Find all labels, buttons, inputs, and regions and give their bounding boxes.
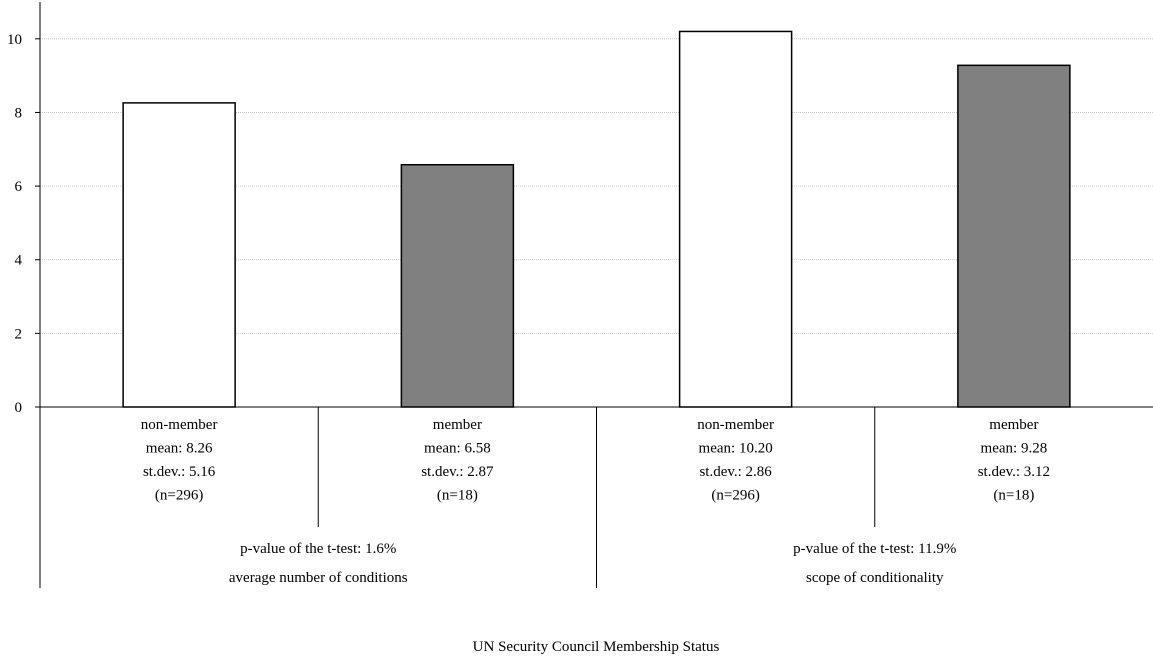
mean-label: mean: 9.28: [981, 441, 1048, 457]
bar-non-member: [122, 102, 236, 408]
y-tick-label: 0: [15, 400, 23, 416]
p-value-label: p-value of the t-test: 11.9%: [793, 541, 956, 557]
bar-member: [957, 64, 1071, 408]
category-label: non-member: [697, 417, 774, 433]
bars: [122, 30, 1071, 408]
group-label: average number of conditions: [229, 570, 408, 586]
x-axis-title: UN Security Council Membership Status: [473, 639, 720, 655]
y-tick-label: 2: [15, 326, 23, 342]
y-tick-label: 10: [7, 32, 22, 48]
y-tick-label: 8: [15, 105, 23, 121]
y-tick-label: 6: [15, 179, 23, 195]
group-label: scope of conditionality: [806, 570, 944, 586]
y-tick-label: 4: [15, 253, 23, 269]
axes: 0 2 4 6 8 10: [7, 2, 1153, 588]
n-label: (n=296): [711, 488, 759, 504]
bar-member: [400, 163, 515, 408]
bar-non-member: [678, 30, 793, 408]
stdev-label: st.dev.: 2.87: [421, 464, 494, 480]
category-label: member: [433, 417, 482, 433]
mean-label: mean: 10.20: [699, 441, 773, 457]
p-value-label: p-value of the t-test: 1.6%: [240, 541, 396, 557]
stdev-label: st.dev.: 5.16: [143, 464, 216, 480]
category-table: non-member mean: 8.26 st.dev.: 5.16 (n=296)…: [141, 417, 1050, 586]
stdev-label: st.dev.: 2.86: [699, 464, 772, 480]
mean-label: mean: 8.26: [146, 441, 213, 457]
category-label: non-member: [141, 417, 218, 433]
n-label: (n=296): [155, 488, 203, 504]
category-label: member: [989, 417, 1038, 433]
mean-label: mean: 6.58: [424, 441, 491, 457]
n-label: (n=18): [993, 488, 1034, 504]
n-label: (n=18): [437, 488, 478, 504]
stdev-label: st.dev.: 3.12: [978, 464, 1050, 480]
gridlines: [40, 38, 1153, 334]
